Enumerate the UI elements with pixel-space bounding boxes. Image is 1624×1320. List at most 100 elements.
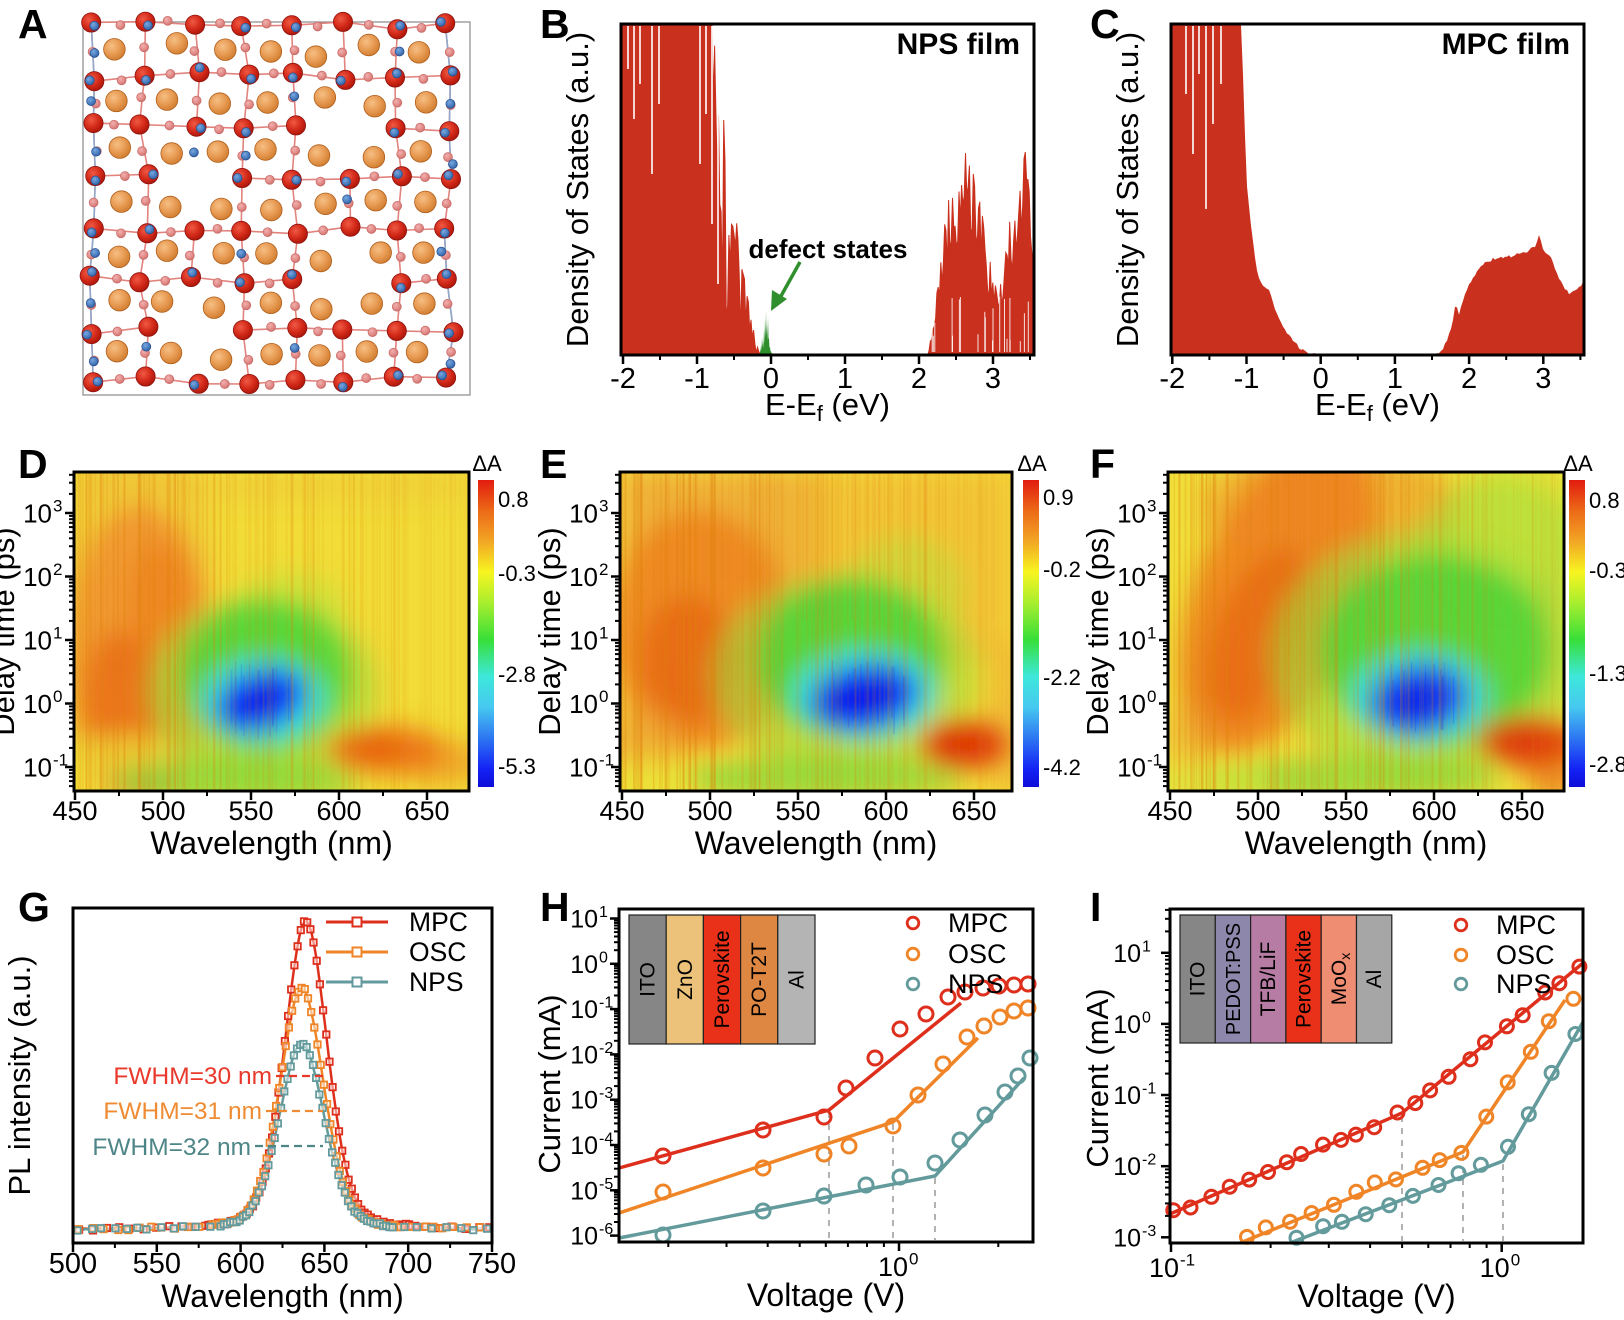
svg-text:Wavelength (nm): Wavelength (nm) <box>150 825 392 861</box>
svg-text:10: 10 <box>570 1177 598 1205</box>
svg-text:B: B <box>540 1 570 47</box>
svg-text:10: 10 <box>570 1087 598 1115</box>
svg-text:10: 10 <box>570 1041 598 1069</box>
svg-text:2: 2 <box>1147 560 1156 579</box>
svg-text:500: 500 <box>687 796 732 826</box>
svg-text:OSC: OSC <box>948 939 1007 969</box>
svg-text:600: 600 <box>863 796 908 826</box>
svg-text:10: 10 <box>570 996 598 1024</box>
svg-text:0: 0 <box>1147 687 1156 706</box>
svg-text:C: C <box>1090 1 1120 47</box>
svg-text:10: 10 <box>569 626 598 656</box>
svg-text:-1: -1 <box>1234 363 1260 395</box>
svg-text:H: H <box>540 884 570 930</box>
svg-text:Voltage (V): Voltage (V) <box>747 1277 905 1313</box>
svg-text:Voltage (V): Voltage (V) <box>1297 1278 1455 1314</box>
svg-text:10: 10 <box>1113 1153 1141 1181</box>
svg-text:I: I <box>1090 884 1101 930</box>
svg-text:0: 0 <box>763 363 779 395</box>
svg-text:-0.2: -0.2 <box>1043 557 1081 582</box>
svg-text:600: 600 <box>316 796 361 826</box>
svg-text:PO-T2T: PO-T2T <box>748 942 771 1017</box>
svg-text:Perovskite: Perovskite <box>1293 930 1316 1028</box>
svg-text:-1: -1 <box>599 995 613 1012</box>
svg-text:E: E <box>540 441 567 487</box>
svg-text:D: D <box>18 441 48 487</box>
svg-text:ΔA: ΔA <box>472 451 502 476</box>
svg-text:1: 1 <box>1387 363 1403 395</box>
svg-text:600: 600 <box>1411 796 1456 826</box>
svg-text:10: 10 <box>570 906 598 934</box>
svg-text:E-Ef (eV): E-Ef (eV) <box>1315 387 1440 426</box>
svg-text:650: 650 <box>404 796 449 826</box>
svg-text:10: 10 <box>878 1252 908 1282</box>
svg-text:-2.8: -2.8 <box>1589 752 1624 777</box>
svg-text:700: 700 <box>384 1248 432 1280</box>
svg-text:650: 650 <box>300 1248 348 1280</box>
svg-text:0: 0 <box>1511 1251 1520 1270</box>
svg-text:450: 450 <box>52 796 97 826</box>
svg-text:-5: -5 <box>599 1176 613 1193</box>
svg-text:-0.3: -0.3 <box>1589 558 1624 583</box>
svg-text:2: 2 <box>911 363 927 395</box>
svg-text:450: 450 <box>1147 796 1192 826</box>
svg-text:MPC: MPC <box>1496 910 1556 940</box>
svg-text:10: 10 <box>569 499 598 529</box>
svg-text:-2: -2 <box>1142 1152 1156 1169</box>
svg-text:-2: -2 <box>599 1040 613 1057</box>
svg-text:10: 10 <box>570 1223 598 1251</box>
svg-text:10: 10 <box>1113 1082 1141 1110</box>
svg-text:0: 0 <box>909 1250 918 1269</box>
svg-text:Al: Al <box>1363 970 1386 989</box>
svg-text:10: 10 <box>1480 1253 1510 1283</box>
svg-text:10: 10 <box>23 626 52 656</box>
svg-text:3: 3 <box>985 363 1001 395</box>
svg-text:1: 1 <box>837 363 853 395</box>
svg-text:10: 10 <box>1117 626 1146 656</box>
svg-text:10: 10 <box>1113 940 1141 968</box>
svg-text:-6: -6 <box>599 1221 613 1238</box>
svg-text:ZnO: ZnO <box>674 959 697 1000</box>
svg-text:10: 10 <box>1117 689 1146 719</box>
svg-text:10: 10 <box>570 1132 598 1160</box>
svg-text:-2: -2 <box>610 363 636 395</box>
svg-text:-1: -1 <box>599 751 614 770</box>
svg-text:-5.3: -5.3 <box>498 754 536 779</box>
svg-text:Density of States (a.u.): Density of States (a.u.) <box>560 32 595 347</box>
svg-text:-1: -1 <box>1180 1251 1195 1270</box>
svg-text:750: 750 <box>468 1248 516 1280</box>
svg-text:0.9: 0.9 <box>1043 485 1074 510</box>
svg-text:Current (mA): Current (mA) <box>532 994 567 1173</box>
svg-text:-1.3: -1.3 <box>1589 661 1624 686</box>
svg-text:2: 2 <box>53 560 62 579</box>
svg-text:500: 500 <box>140 796 185 826</box>
svg-text:Wavelength (nm): Wavelength (nm) <box>695 825 937 861</box>
svg-text:MPC: MPC <box>948 908 1008 938</box>
svg-text:Delay time (ps): Delay time (ps) <box>532 527 567 735</box>
svg-text:-1: -1 <box>1147 751 1162 770</box>
svg-text:TFB/LiF: TFB/LiF <box>1257 942 1280 1017</box>
svg-text:10: 10 <box>569 753 598 783</box>
svg-text:-1: -1 <box>684 363 710 395</box>
svg-text:2: 2 <box>599 560 608 579</box>
svg-text:1: 1 <box>1147 624 1156 643</box>
svg-text:PEDOT:PSS: PEDOT:PSS <box>1223 923 1245 1035</box>
svg-text:10: 10 <box>23 689 52 719</box>
svg-text:MPC film: MPC film <box>1442 28 1570 61</box>
svg-text:10: 10 <box>1113 1011 1141 1039</box>
svg-text:A: A <box>18 1 48 47</box>
svg-text:0: 0 <box>1313 363 1329 395</box>
svg-text:1: 1 <box>599 624 608 643</box>
svg-text:0: 0 <box>599 949 608 966</box>
svg-text:1: 1 <box>599 904 608 921</box>
svg-text:FWHM=32 nm: FWHM=32 nm <box>92 1134 251 1161</box>
svg-text:650: 650 <box>951 796 996 826</box>
svg-text:NPS: NPS <box>409 967 464 997</box>
svg-text:1: 1 <box>53 624 62 643</box>
svg-text:0: 0 <box>53 687 62 706</box>
svg-text:0: 0 <box>599 687 608 706</box>
svg-text:ΔA: ΔA <box>1563 451 1593 476</box>
svg-text:-2.2: -2.2 <box>1043 665 1081 690</box>
svg-text:2: 2 <box>1461 363 1477 395</box>
svg-text:10: 10 <box>570 951 598 979</box>
